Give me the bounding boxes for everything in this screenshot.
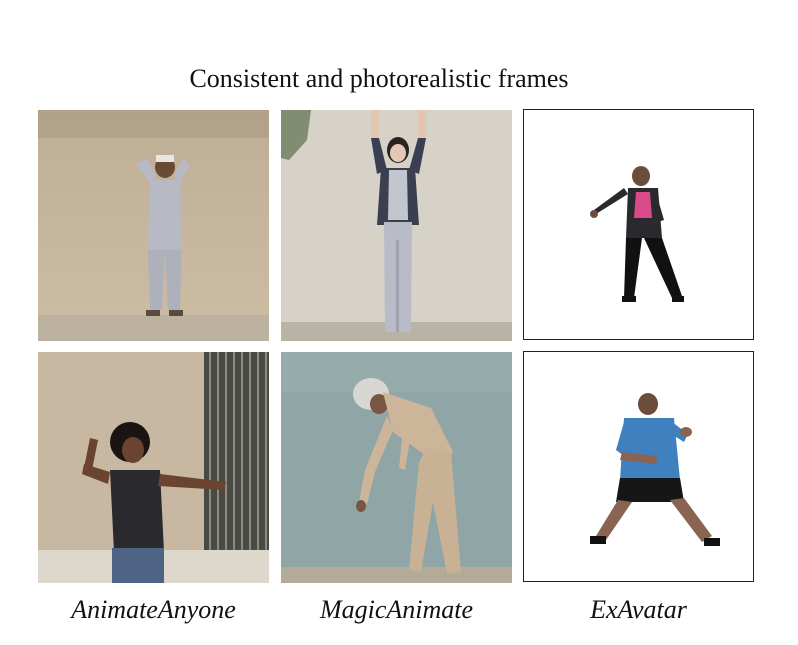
column-label-animateanyone: AnimateAnyone — [71, 595, 236, 624]
column-label-exavatar: ExAvatar — [590, 595, 687, 624]
woman-dancing-image — [38, 352, 269, 583]
column-label-magicanimate: MagicAnimate — [319, 595, 474, 624]
frame-magicanimate-row2 — [281, 352, 512, 583]
man-in-pajamas-image — [38, 110, 269, 341]
frame-exavatar-row1 — [523, 109, 754, 340]
avatar-fighting-stance-image — [524, 352, 753, 581]
frame-animateanyone-row2 — [38, 352, 269, 583]
figure-title: Consistent and photorealistic frames — [189, 64, 569, 93]
woman-arms-raised-image — [281, 110, 512, 341]
frame-magicanimate-row1 — [281, 110, 512, 341]
avatar-punching-image — [524, 110, 753, 339]
frame-exavatar-row2 — [523, 351, 754, 582]
frame-animateanyone-row1 — [38, 110, 269, 341]
elderly-woman-bending-image — [281, 352, 512, 583]
